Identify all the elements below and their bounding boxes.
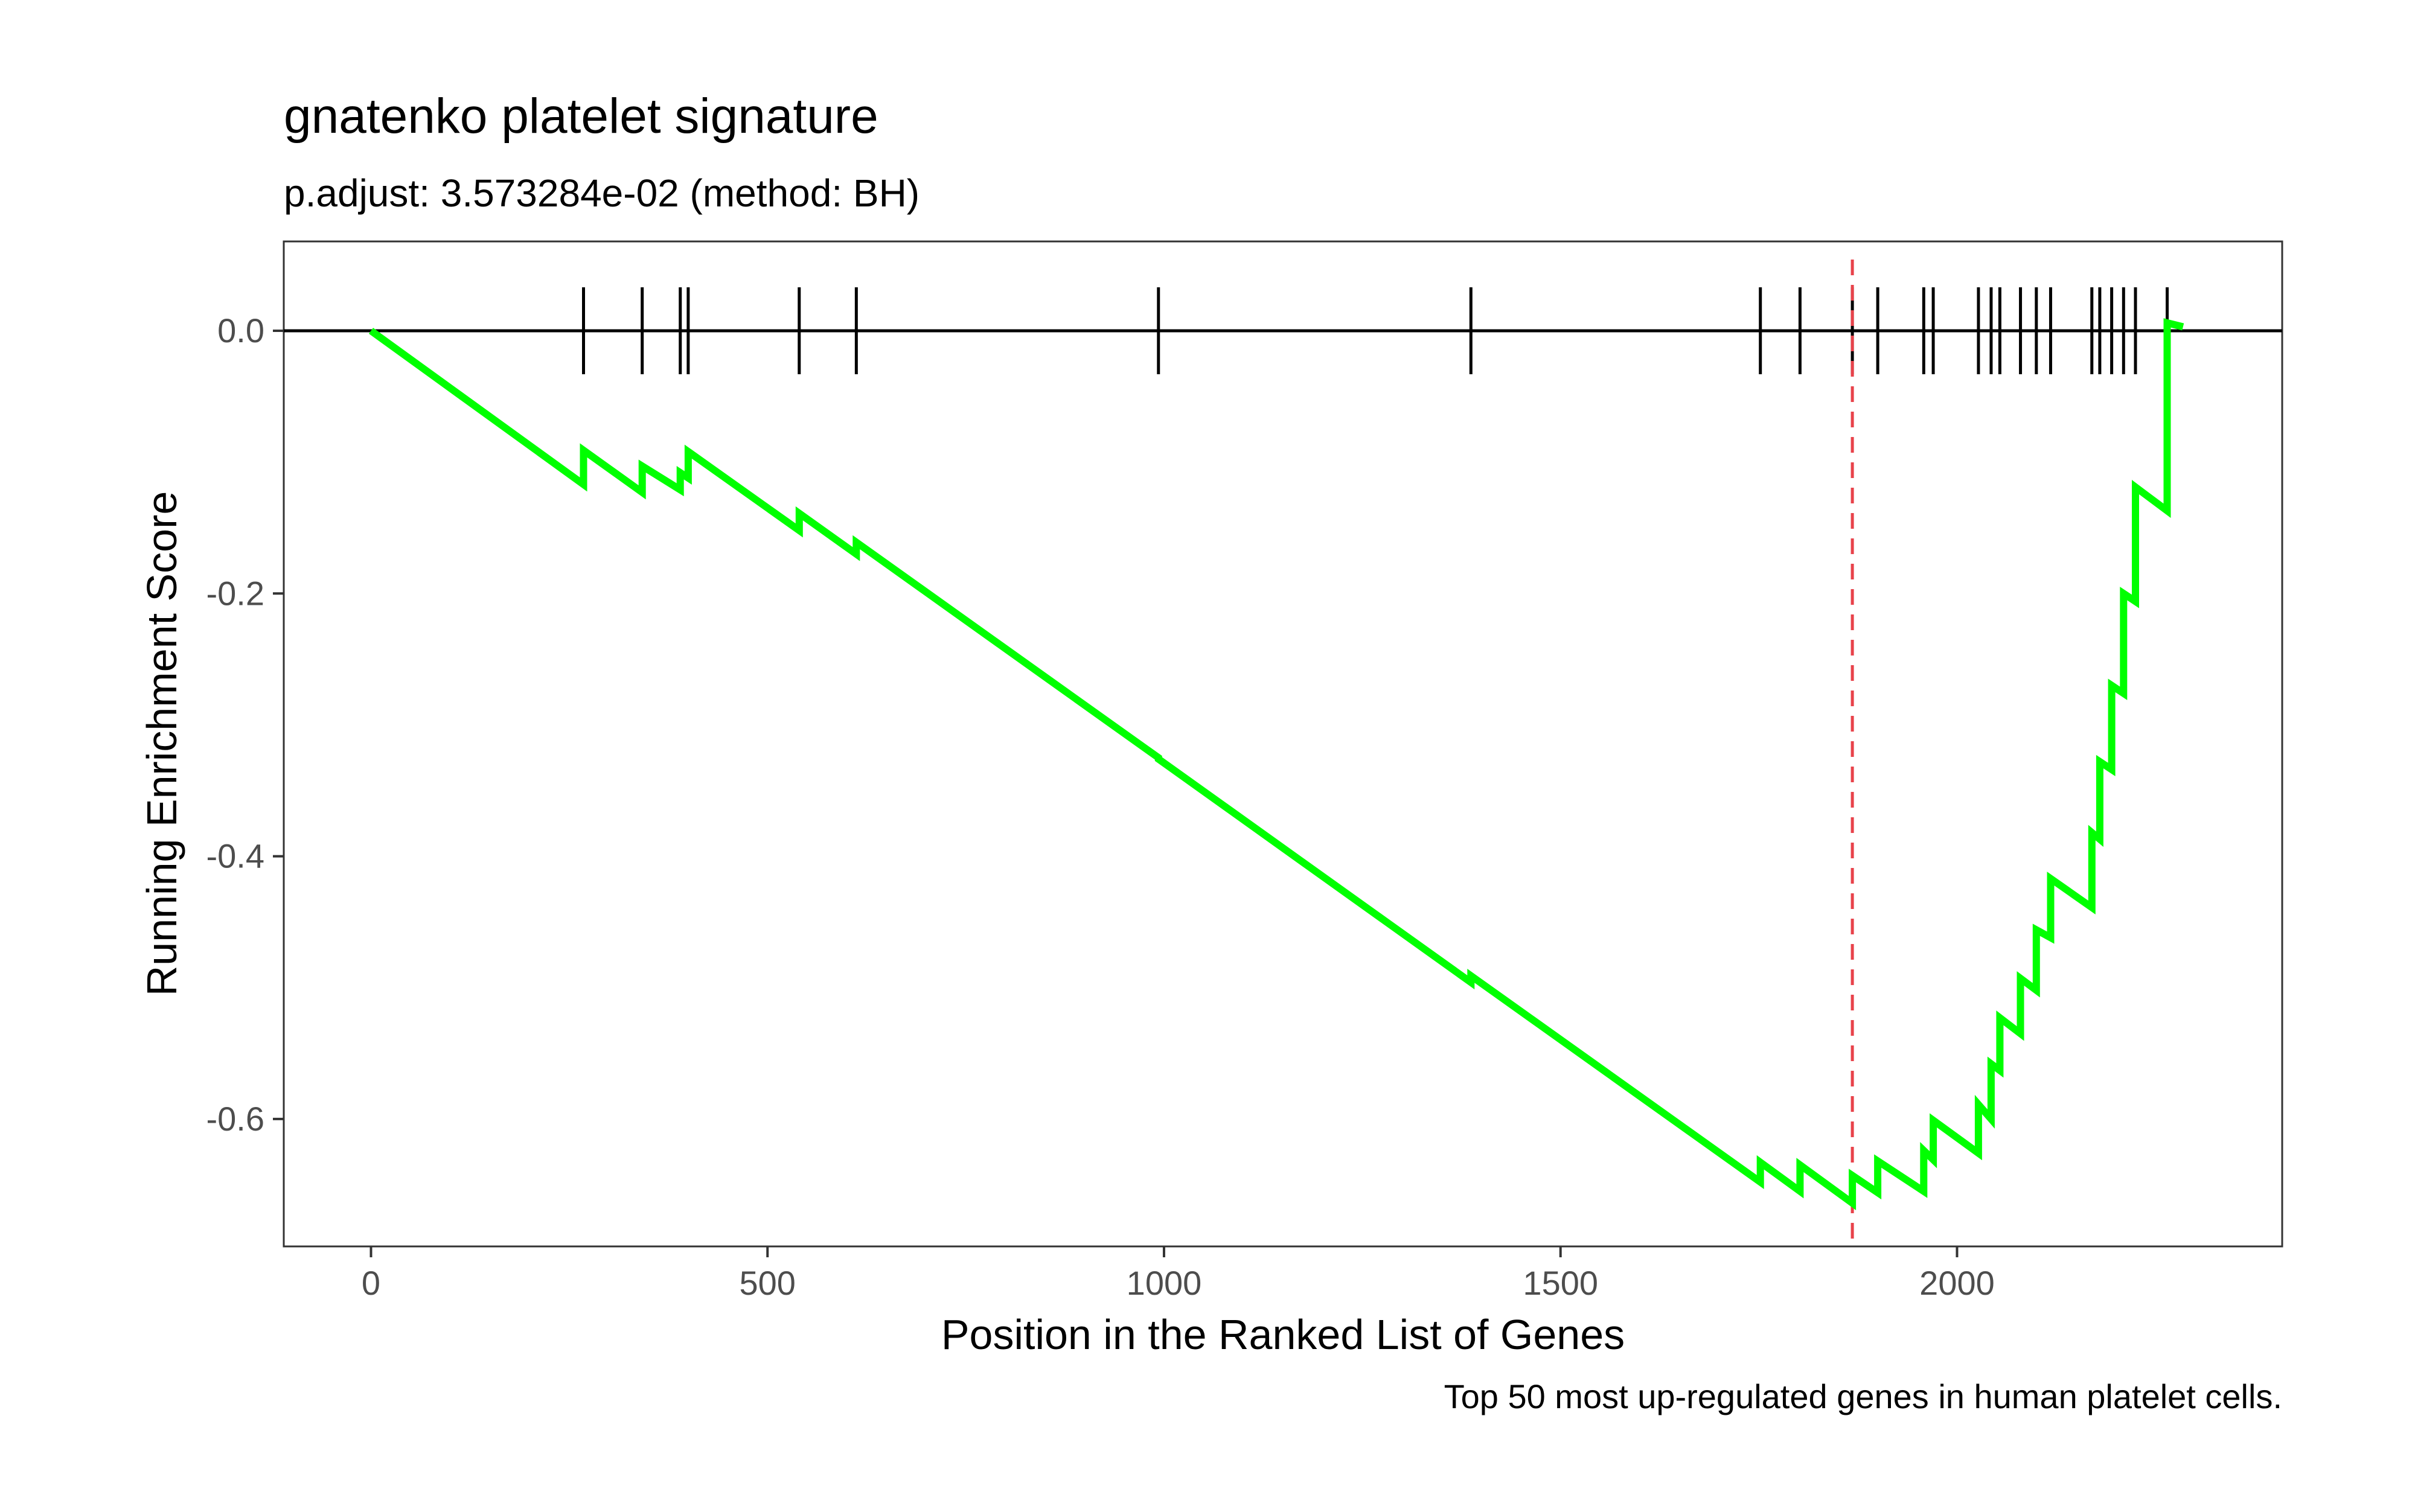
- x-tick-label: 1000: [1127, 1264, 1202, 1302]
- y-tick-label: 0.0: [217, 311, 264, 349]
- x-tick-label: 2000: [1919, 1264, 1995, 1302]
- y-axis-label: Running Enrichment Score: [138, 491, 185, 997]
- chart-caption: Top 50 most up-regulated genes in human …: [1444, 1377, 2282, 1415]
- series-layer: [368, 318, 2184, 1210]
- x-tick-label: 0: [362, 1264, 380, 1302]
- hit-ticks: [582, 287, 2169, 374]
- y-tick-label: -0.4: [206, 837, 265, 875]
- x-tick-label: 500: [740, 1264, 796, 1302]
- x-axis-label: Position in the Ranked List of Genes: [941, 1311, 1625, 1358]
- y-tick-label: -0.6: [206, 1100, 265, 1138]
- chart-subtitle: p.adjust: 3.573284e-02 (method: BH): [284, 171, 920, 215]
- y-axis: 0.0 -0.2 -0.4 -0.6: [206, 311, 284, 1138]
- running-score-line: [368, 318, 2184, 1210]
- y-tick-label: -0.2: [206, 574, 265, 612]
- x-tick-label: 1500: [1523, 1264, 1598, 1302]
- x-axis: 0 500 1000 1500 2000: [362, 1246, 1995, 1302]
- panel-border: [283, 240, 2283, 1248]
- chart-title: gnatenko platelet signature: [284, 89, 878, 144]
